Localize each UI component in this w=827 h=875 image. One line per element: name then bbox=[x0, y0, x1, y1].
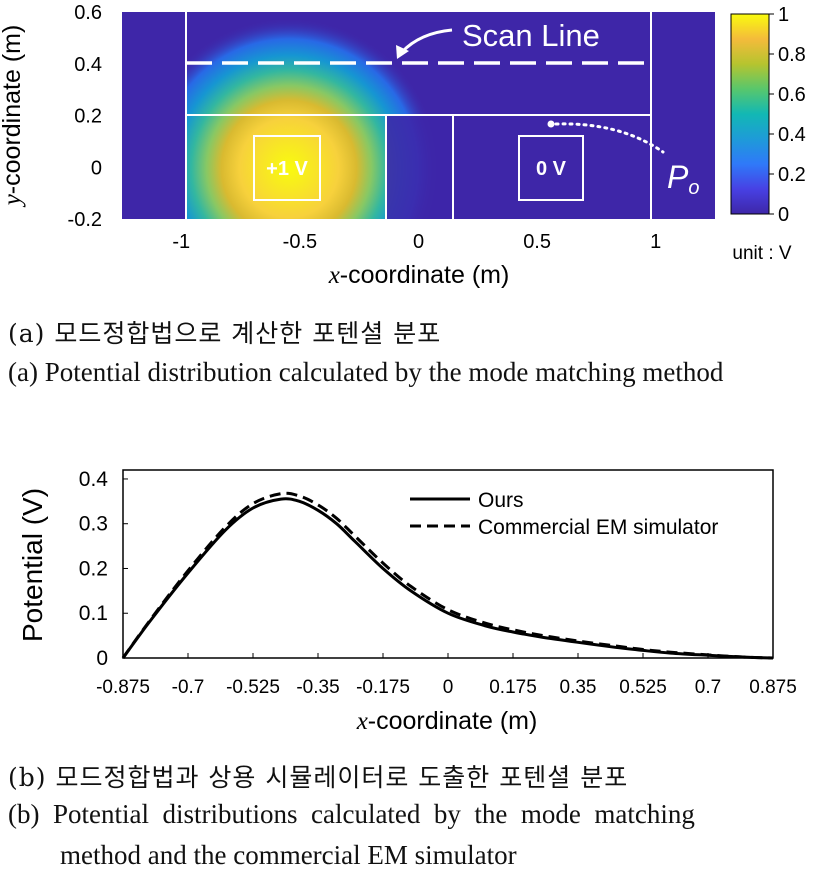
x-axis-label: x-coordinate (m) bbox=[328, 261, 510, 289]
x-axis-label: x-coordinate (m) bbox=[356, 707, 538, 735]
y-tick-label: -0.2 bbox=[68, 209, 102, 231]
y-tick-label: 0.2 bbox=[74, 106, 102, 128]
observation-pointer bbox=[554, 122, 665, 154]
right-wall-region bbox=[651, 12, 715, 219]
y-axis-label: y-coordinate (m) bbox=[0, 25, 26, 209]
potential-heatmap-figure: Scan Line +1 V 0 V Po -1 -0.5 0 0.5 1 0.6 0.4… bbox=[0, 2, 806, 289]
caption-b-korean: (b) 모드정합법과 상용 시뮬레이터로 도출한 포텐셜 분포 bbox=[8, 763, 629, 792]
colorbar-tick-label: 0.2 bbox=[778, 164, 806, 186]
legend: Ours Commercial EM simulator bbox=[410, 489, 718, 539]
series-lines bbox=[121, 491, 774, 660]
geometry-outlines bbox=[185, 12, 652, 219]
caption-b-english-line1: (b) Potential distributions calculated b… bbox=[8, 799, 695, 829]
caption-b-english-line2: method and the commercial EM simulator bbox=[60, 840, 517, 870]
colorbar-ticks: 1 0.8 0.6 0.4 0.2 0 bbox=[769, 4, 806, 226]
y-tick-label: 0.1 bbox=[79, 602, 108, 625]
potential-field bbox=[122, 12, 715, 219]
colorbar-tick-label: 0.8 bbox=[778, 44, 806, 66]
source-label: +1 V bbox=[266, 158, 308, 180]
y-tick-label: 0.6 bbox=[74, 2, 102, 24]
x-tick-label: -0.875 bbox=[96, 677, 150, 698]
x-tick-label: -0.35 bbox=[296, 677, 339, 698]
x-tick-label: 0.5 bbox=[523, 231, 551, 253]
colorbar-tick-label: 0.6 bbox=[778, 84, 806, 106]
source-electrode bbox=[253, 135, 321, 201]
caption-a-english: (a) Potential distribution calculated by… bbox=[8, 357, 724, 387]
x-axis-ticks: -0.875 -0.7 -0.525 -0.35 -0.175 0 0.175 0.35 0.5… bbox=[96, 653, 797, 698]
field-glow bbox=[139, 18, 439, 219]
y-tick-label: 0.3 bbox=[79, 513, 108, 536]
x-tick-label: 0.35 bbox=[560, 677, 597, 698]
caption-a-korean: (a) 모드정합법으로 계산한 포텐셜 분포 bbox=[8, 319, 442, 348]
x-tick-label: 0 bbox=[413, 231, 424, 253]
x-tick-label: -0.7 bbox=[172, 677, 205, 698]
legend-label-commercial: Commercial EM simulator bbox=[478, 516, 718, 539]
potential-line-figure: -0.875 -0.7 -0.525 -0.35 -0.175 0 0.175 0.35 0.5… bbox=[17, 468, 797, 735]
x-tick-label: 0 bbox=[443, 677, 454, 698]
probe-electrode bbox=[518, 135, 584, 201]
probe-label: 0 V bbox=[536, 158, 567, 180]
center-block-region bbox=[386, 115, 453, 219]
scan-line-label: Scan Line bbox=[462, 18, 600, 53]
colorbar-tick-label: 0.4 bbox=[778, 124, 806, 146]
x-tick-label: 1 bbox=[650, 231, 661, 253]
colorbar-tick-label: 0 bbox=[778, 204, 789, 226]
y-tick-label: 0.2 bbox=[79, 557, 108, 580]
x-tick-label: -1 bbox=[172, 231, 190, 253]
x-tick-label: -0.525 bbox=[226, 677, 280, 698]
colorbar-unit: unit : V bbox=[732, 243, 791, 264]
x-tick-label: -0.5 bbox=[283, 231, 317, 253]
y-tick-label: 0.4 bbox=[79, 468, 109, 491]
x-tick-label: -0.175 bbox=[356, 677, 410, 698]
y-tick-label: 0.4 bbox=[74, 54, 102, 76]
x-tick-label: 0.7 bbox=[695, 677, 721, 698]
colorbar bbox=[730, 13, 770, 215]
observation-point bbox=[547, 120, 555, 128]
left-wall-region bbox=[122, 12, 186, 219]
series-commercial-line bbox=[121, 491, 774, 660]
legend-label-ours: Ours bbox=[478, 489, 524, 512]
y-axis-ticks: 0.4 0.3 0.2 0.1 0 bbox=[79, 468, 128, 670]
y-axis-ticks: 0.6 0.4 0.2 0 -0.2 bbox=[68, 2, 102, 231]
y-tick-label: 0 bbox=[91, 157, 102, 179]
scan-line-arrow bbox=[400, 28, 453, 54]
point-label: Po bbox=[667, 159, 699, 199]
colorbar-tick-label: 1 bbox=[778, 4, 789, 26]
y-tick-label: 0 bbox=[96, 647, 108, 670]
x-tick-label: 0.525 bbox=[619, 677, 667, 698]
y-axis-label: Potential (V) bbox=[17, 488, 48, 642]
x-tick-label: 0.175 bbox=[489, 677, 537, 698]
x-tick-label: 0.875 bbox=[749, 677, 797, 698]
scan-line-arrowhead bbox=[396, 45, 409, 59]
x-axis-ticks: -1 -0.5 0 0.5 1 bbox=[172, 231, 661, 253]
